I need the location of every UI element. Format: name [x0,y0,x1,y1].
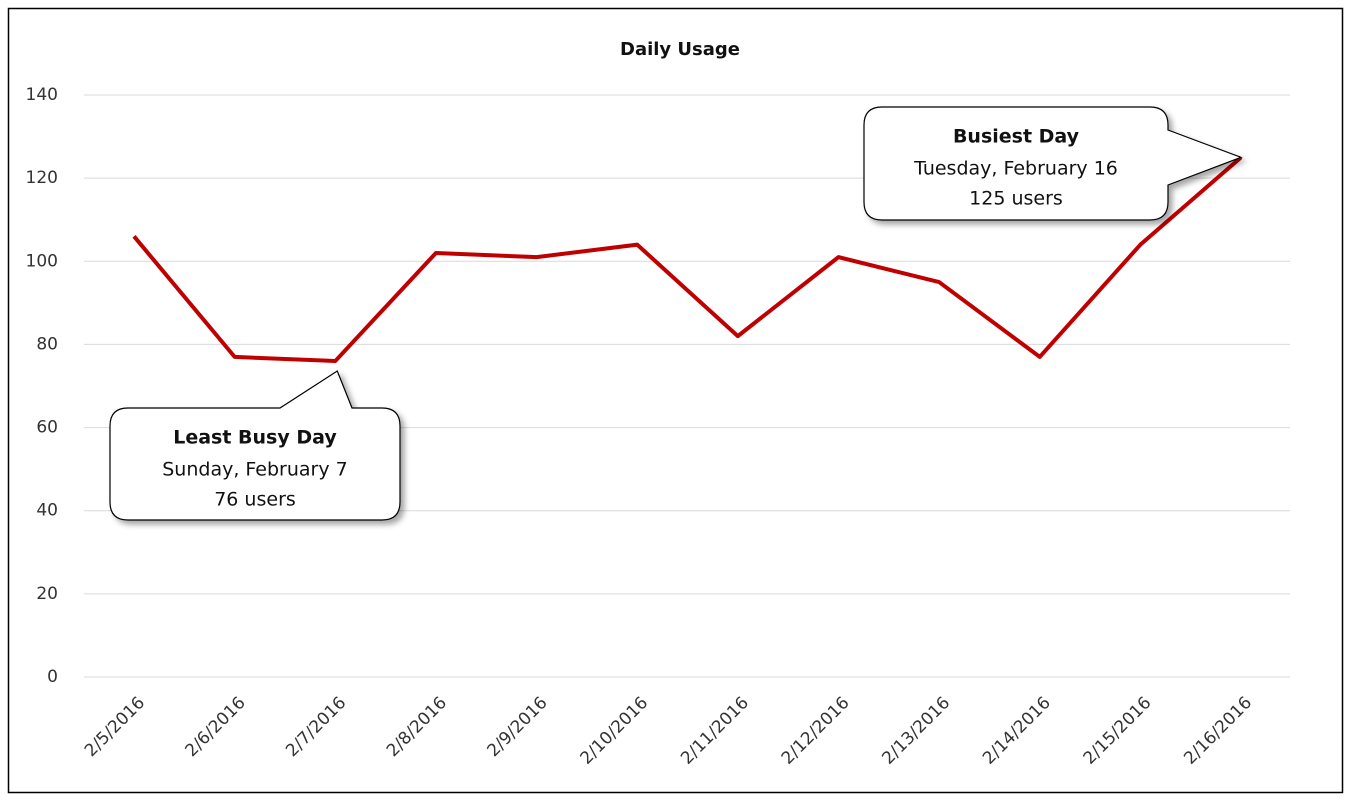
chart-title: Daily Usage [620,39,740,60]
y-tick-label: 80 [36,334,58,354]
callout-text: Sunday, February 7 [162,459,348,481]
callout [863,106,1243,221]
data-line [132,155,1243,364]
y-tick-label: 20 [36,584,58,604]
y-tick-label: 60 [36,418,58,438]
y-tick-label: 100 [26,251,58,271]
y-tick-label: 120 [26,168,58,188]
y-tick-label: 40 [36,501,58,521]
callout-text: 125 users [969,188,1063,210]
y-tick-label: 0 [47,667,58,687]
callout [109,370,401,521]
callout-text: Tuesday, February 16 [913,158,1118,180]
callout-title: Least Busy Day [173,427,337,449]
y-tick-label: 140 [26,85,58,105]
callout-text: 76 users [214,489,296,511]
callout-title: Busiest Day [953,126,1080,148]
